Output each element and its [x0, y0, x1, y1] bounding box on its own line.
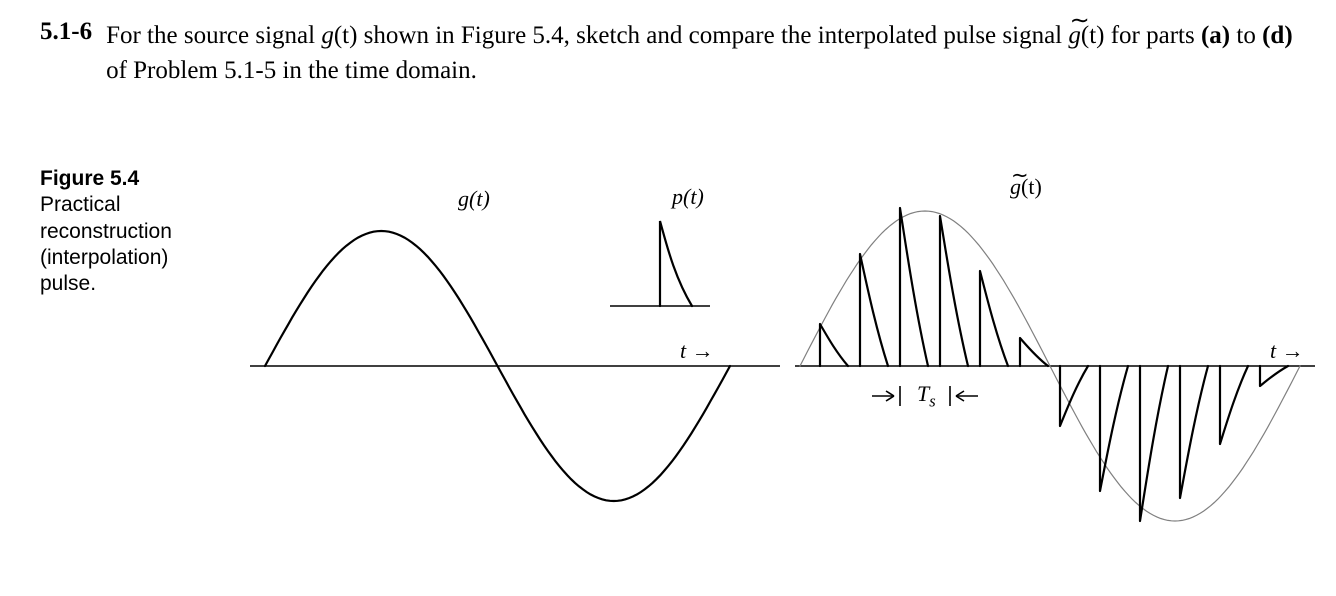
figure-area: Figure 5.4 Practical reconstruction (int…	[40, 166, 1296, 546]
label-g-t: g(t)	[458, 186, 490, 212]
label-p-t: p(t)	[672, 184, 704, 210]
text-segment: to	[1230, 22, 1262, 49]
figure-caption-line: (interpolation)	[40, 245, 210, 271]
part-d: (d)	[1262, 22, 1293, 49]
problem-number: 5.1-6	[40, 18, 92, 46]
problem-text: For the source signal g(t) shown in Figu…	[106, 18, 1296, 88]
problem-block: 5.1-6 For the source signal g(t) shown i…	[40, 18, 1296, 88]
figure-number: Figure 5.4	[40, 166, 210, 192]
g-tilde: ∼g	[1068, 18, 1081, 53]
text-segment: for parts	[1104, 22, 1201, 49]
plots-svg	[240, 156, 1330, 526]
label-t-right: t →	[1270, 338, 1304, 364]
label-t-left: t →	[680, 338, 714, 364]
g-of-t: g	[321, 22, 334, 49]
label-ts: Ts	[917, 381, 936, 411]
label-gtilde-t: ∼g(t)	[1010, 174, 1042, 200]
figure-caption-line: pulse.	[40, 271, 210, 297]
figure-caption: Figure 5.4 Practical reconstruction (int…	[40, 166, 210, 297]
text-segment: shown in Figure 5.4, sketch and compare …	[357, 22, 1068, 49]
plots: g(t) p(t) ∼g(t) t → t → Ts	[240, 156, 1330, 526]
page: 5.1-6 For the source signal g(t) shown i…	[0, 0, 1336, 596]
g-of-t-paren: (t)	[334, 22, 358, 49]
text-segment: For the source signal	[106, 22, 321, 49]
text-segment: of Problem 5.1-5 in the time domain.	[106, 57, 477, 84]
figure-caption-line: Practical	[40, 192, 210, 218]
part-a: (a)	[1201, 22, 1230, 49]
figure-caption-line: reconstruction	[40, 219, 210, 245]
